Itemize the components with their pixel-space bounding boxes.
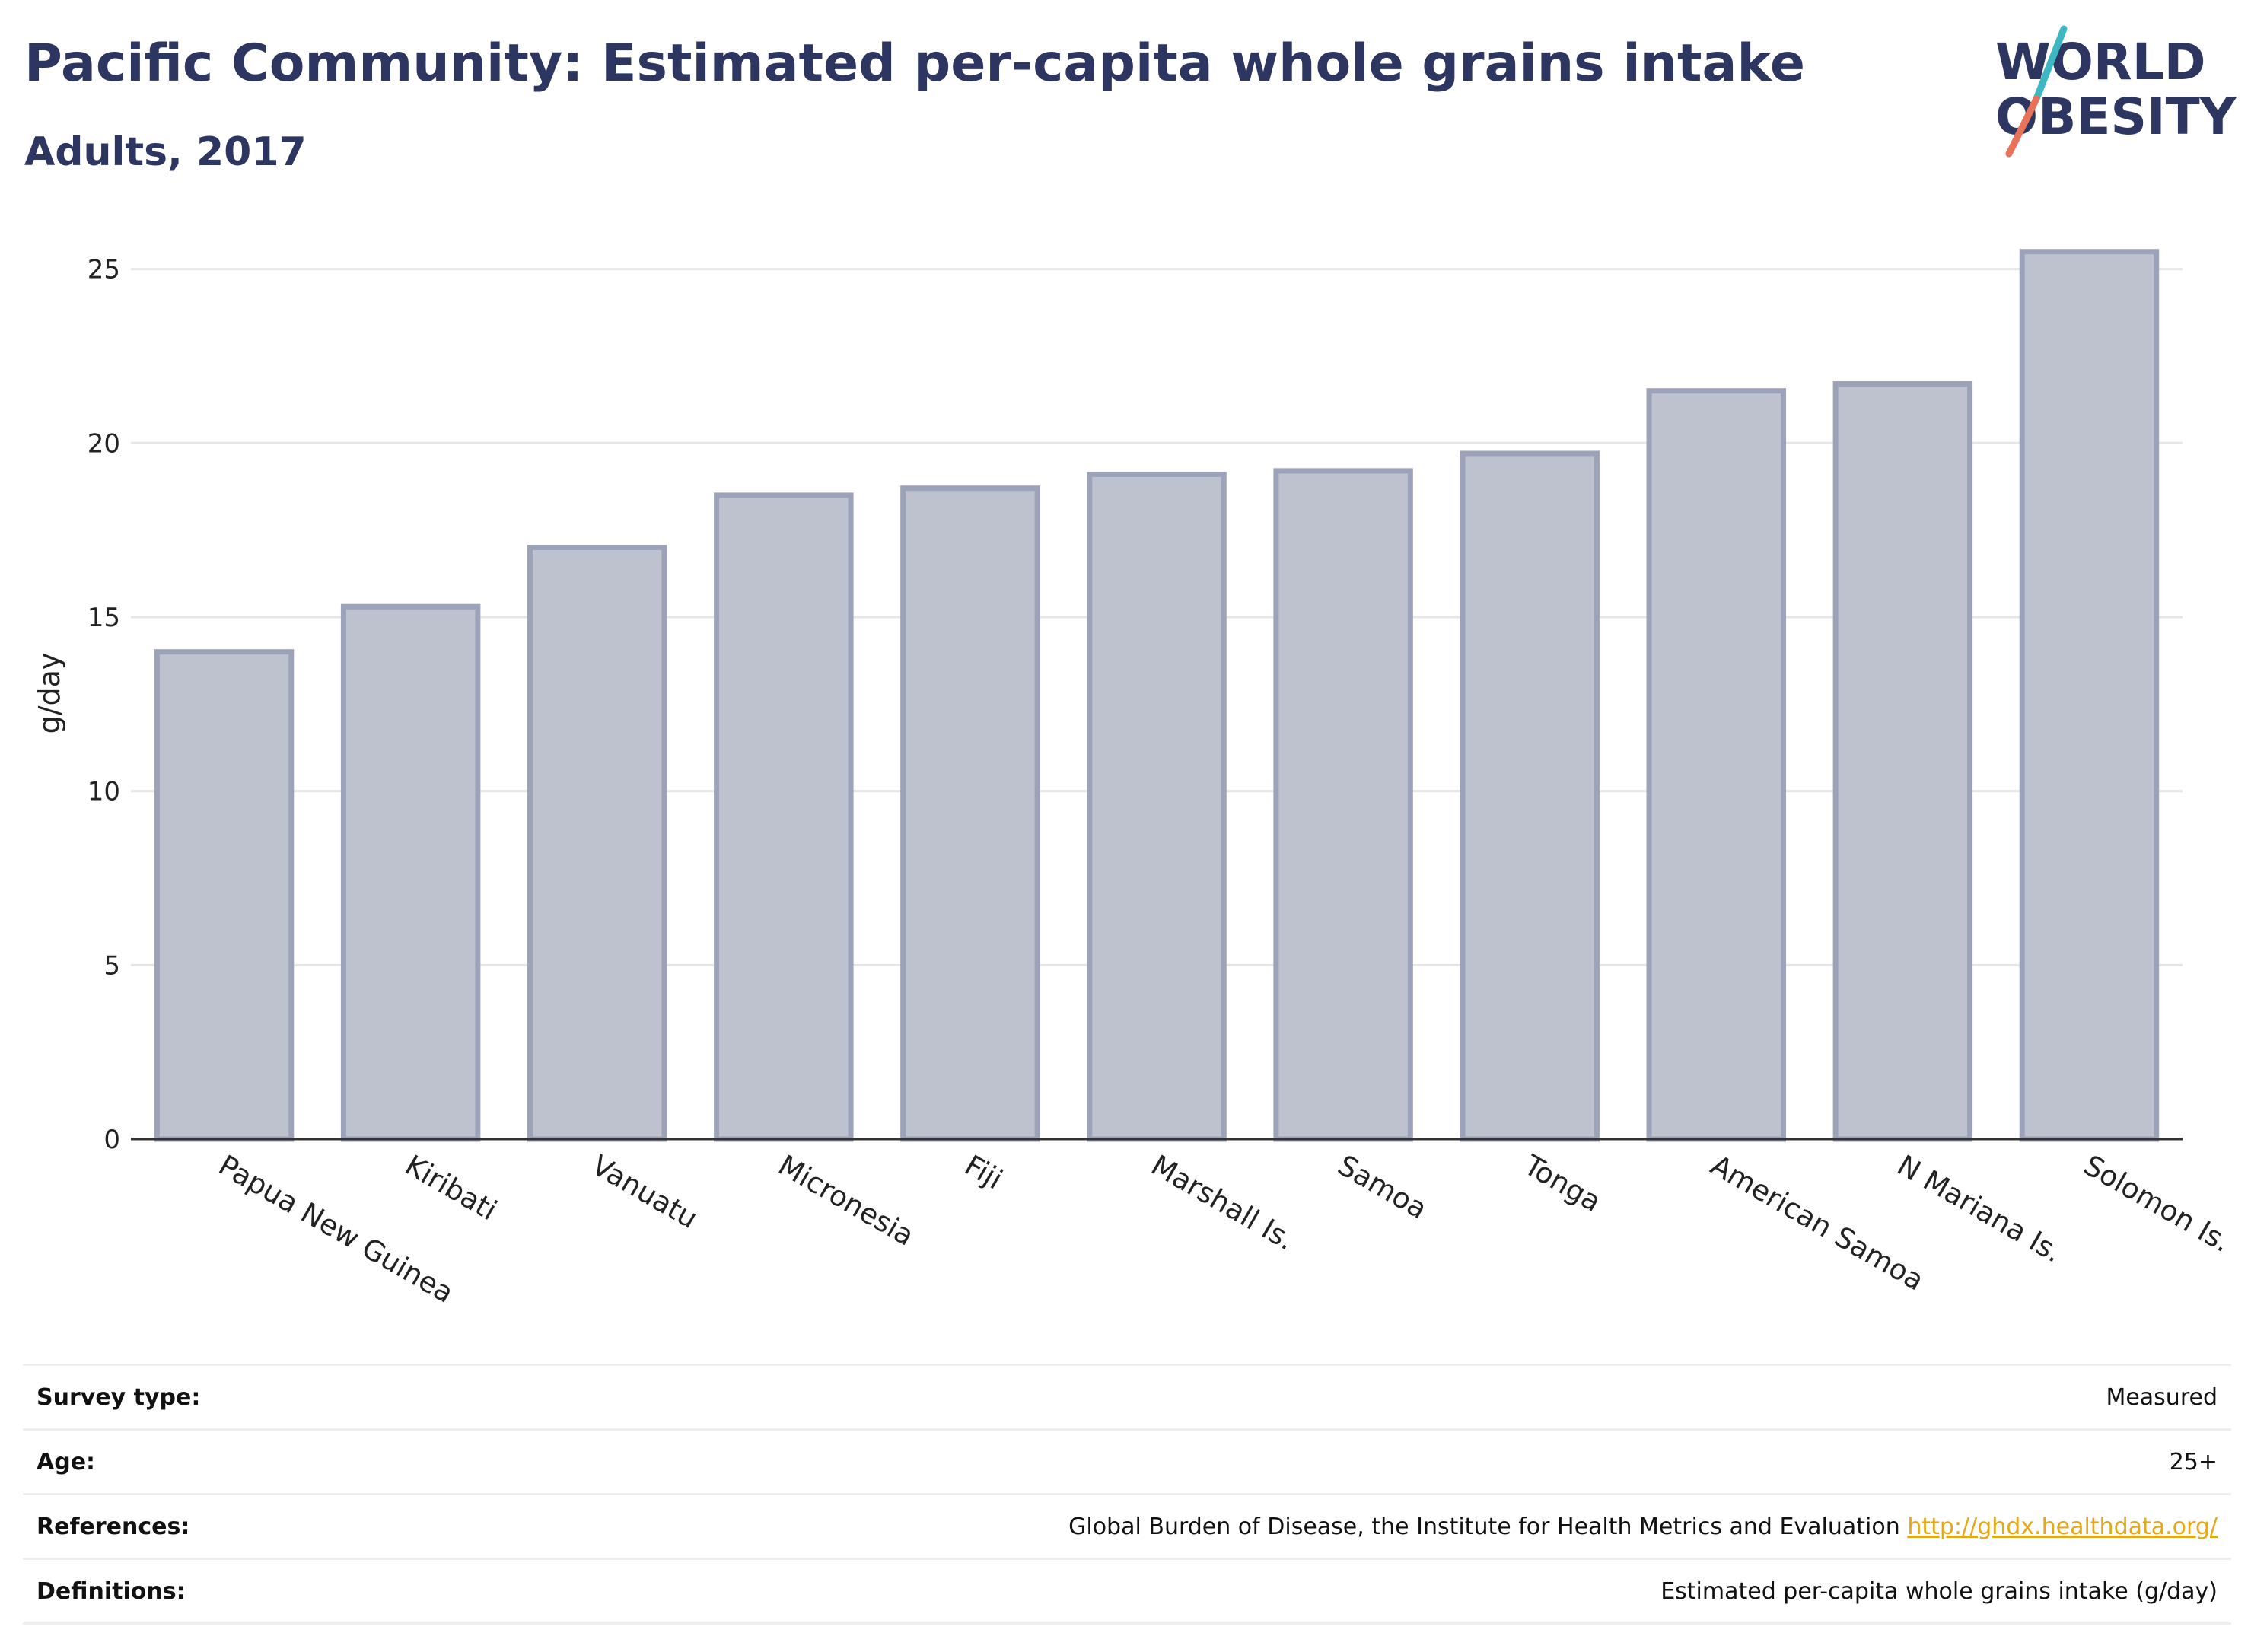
x-category-label: Kiribati (400, 1149, 502, 1227)
x-category-label: N Mariana Is. (1892, 1149, 2068, 1269)
info-key: Definitions: (37, 1577, 186, 1605)
world-obesity-logo: WORLD OBESITY (1995, 25, 2237, 158)
logo-slash-bottom (2005, 95, 2040, 158)
y-axis-label: g/day (33, 653, 66, 734)
x-category-label: Marshall Is. (1146, 1149, 1301, 1257)
bar-vanuatu (527, 544, 667, 1142)
info-row-definitions: Definitions: Estimated per-capita whole … (23, 1558, 2231, 1625)
info-value: Measured (2106, 1383, 2218, 1411)
info-table: Survey type: Measured Age: 25+ Reference… (23, 1364, 2231, 1625)
chart-title: Pacific Community: Estimated per-capita … (24, 33, 1805, 94)
y-tick-label: 0 (103, 1125, 120, 1155)
y-tick-label: 20 (88, 428, 120, 459)
bar-papua-new-guinea (154, 649, 295, 1142)
y-tick-labels: 0 5 10 15 20 25 (88, 255, 120, 1155)
bar-fiji (900, 485, 1040, 1142)
info-key: Age: (37, 1448, 96, 1475)
info-row-references: References: Global Burden of Disease, th… (23, 1493, 2231, 1558)
y-tick-label: 25 (88, 255, 120, 285)
bar-micronesia (714, 492, 854, 1142)
bar-samoa (1273, 468, 1413, 1142)
references-text: Global Burden of Disease, the Institute … (1068, 1513, 1900, 1540)
bar-n-mariana-is (1832, 381, 1973, 1142)
y-tick-label: 5 (103, 950, 120, 981)
info-row-age: Age: 25+ (23, 1428, 2231, 1493)
x-category-label: Fiji (959, 1149, 1008, 1196)
y-tick-label: 15 (88, 603, 120, 633)
x-category-label: Solomon Is. (2078, 1149, 2237, 1259)
x-category-label: Samoa (1332, 1149, 1433, 1226)
bar-solomon-is (2019, 249, 2160, 1142)
x-category-label: Vanuatu (586, 1149, 703, 1236)
info-value: Estimated per-capita whole grains intake… (1660, 1577, 2218, 1605)
info-row-survey-type: Survey type: Measured (23, 1364, 2231, 1428)
info-key: Survey type: (37, 1383, 201, 1411)
y-tick-label: 10 (88, 777, 120, 807)
info-value: 25+ (2169, 1448, 2218, 1475)
info-value-references: Global Burden of Disease, the Institute … (1068, 1514, 2218, 1540)
references-link[interactable]: http://ghdx.healthdata.org/ (1907, 1513, 2218, 1540)
bar-marshall-is (1087, 471, 1227, 1142)
x-category-label: Tonga (1518, 1148, 1606, 1218)
bars (154, 249, 2160, 1142)
info-key: References: (37, 1513, 190, 1540)
logo-line1: WORLD (1995, 33, 2206, 91)
x-category-label: Micronesia (772, 1149, 919, 1253)
bar-tonga (1460, 450, 1600, 1142)
logo-slash-top (2033, 25, 2068, 103)
chart-subtitle: Adults, 2017 (24, 129, 307, 175)
bar-american-samoa (1646, 388, 1787, 1142)
bar-kiribati (340, 603, 481, 1142)
